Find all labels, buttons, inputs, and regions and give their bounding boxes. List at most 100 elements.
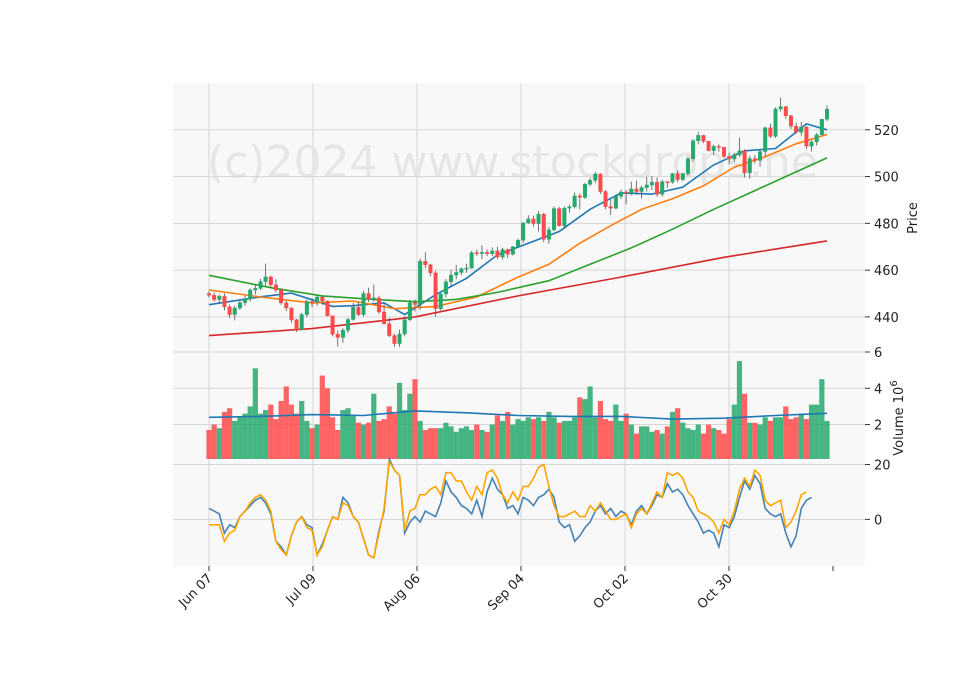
xtick-label: Aug 06 [381, 571, 424, 614]
candle-body [407, 302, 412, 320]
volume-bar [319, 375, 325, 459]
price-ma-line [208, 240, 828, 337]
candle-body [376, 297, 381, 313]
volume-bar [788, 419, 794, 459]
xtick-label: Oct 30 [695, 571, 736, 612]
candle-body [505, 249, 510, 255]
candle-body [382, 311, 387, 324]
volume-bar [690, 429, 696, 459]
candle-body [516, 239, 521, 247]
candle-body [397, 333, 402, 344]
candle-body [366, 293, 371, 300]
price-ma-line [208, 133, 828, 310]
volume-bar [268, 404, 274, 459]
volume-bar [762, 417, 768, 459]
candle-body [552, 208, 557, 231]
volume-bar [505, 411, 511, 459]
price-axis-label: Price [906, 202, 921, 234]
candle-body [732, 154, 737, 160]
candle-body [655, 181, 660, 195]
volume-bar [396, 382, 403, 459]
volume-bar [263, 410, 269, 459]
volume-bar [778, 417, 784, 459]
candle-body [582, 184, 587, 198]
indicator-ytick-label: 20 [874, 458, 891, 473]
volume-bar [474, 424, 480, 459]
candle-body [392, 335, 397, 344]
volume-bar [293, 413, 300, 459]
volume-bar [257, 413, 264, 459]
candle-body [629, 188, 634, 194]
candle-body [356, 307, 361, 315]
candle-body [418, 261, 423, 305]
candle-body [541, 214, 546, 240]
price-ytick-label: 440 [874, 311, 899, 326]
volume-bar [618, 420, 624, 459]
volume-bar [515, 419, 521, 459]
candle-body [248, 289, 253, 299]
volume-bar [700, 433, 706, 459]
volume-bar [623, 413, 629, 459]
volume-bar [278, 400, 284, 459]
candle-body [680, 173, 685, 180]
candle-body [598, 173, 603, 192]
volume-bar [628, 424, 634, 459]
price-ytick-label: 520 [874, 124, 899, 139]
volume-bar [711, 428, 717, 459]
candle-body [299, 314, 304, 330]
candle-body [742, 150, 747, 174]
candle-body [222, 296, 227, 308]
candle-body [603, 191, 608, 207]
candle-body [619, 191, 624, 197]
volume-bar [227, 408, 233, 459]
candle-body [809, 141, 814, 147]
candle-body [737, 150, 742, 156]
volume-bar [685, 428, 691, 459]
volume-bar [566, 420, 573, 459]
volume-bar [216, 428, 222, 459]
candle-body [474, 252, 479, 254]
volume-bar [613, 404, 619, 459]
candle-body [804, 126, 809, 147]
volume-bar [530, 419, 537, 459]
candle-body [335, 334, 340, 338]
candle-body [624, 191, 629, 194]
volume-bar [407, 393, 413, 459]
candle-body [438, 293, 443, 309]
volume-bar [345, 408, 351, 459]
candle-body [608, 206, 613, 209]
volume-bar [587, 386, 593, 459]
price-ytick-label: 480 [874, 217, 899, 232]
volume-bar [355, 422, 361, 459]
candle-body [258, 281, 263, 289]
volume-bar [742, 393, 748, 459]
volume-bar [448, 426, 454, 459]
volume-bar [721, 433, 727, 459]
volume-bar [644, 426, 650, 459]
candle-body [521, 222, 526, 241]
candle-body [665, 181, 670, 183]
candle-body [315, 296, 320, 303]
volume-bar [314, 424, 320, 459]
volume-bar [499, 420, 506, 459]
volume-ytick-label: 2 [874, 419, 882, 434]
volume-bar [726, 419, 732, 459]
volume-bar [824, 420, 830, 459]
volume-bar [772, 417, 779, 459]
candle-body [454, 272, 459, 276]
candle-body [701, 135, 706, 142]
xtick-label: Sep 04 [485, 571, 528, 614]
candle-body [289, 307, 294, 320]
candle-body [536, 214, 541, 224]
volume-bar [808, 404, 815, 459]
volume-bar [350, 415, 356, 459]
candle-body [443, 281, 448, 295]
candle-body [413, 302, 418, 305]
candle-body [227, 306, 232, 315]
volume-bar [273, 419, 279, 459]
volume-bar [433, 428, 439, 459]
candle-body [402, 319, 407, 335]
volume-bar [597, 400, 603, 459]
